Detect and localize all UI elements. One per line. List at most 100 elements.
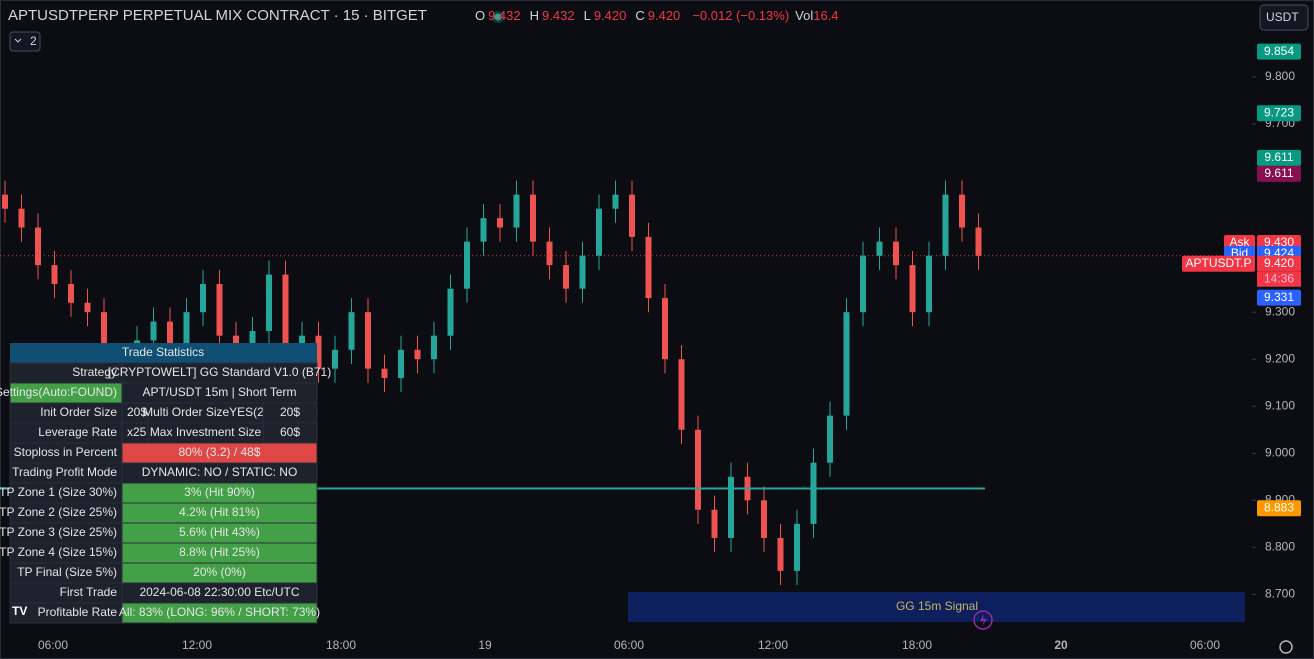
table-cell-text: 4.2% (Hit 81%) bbox=[179, 505, 260, 519]
table-cell-text: 5.6% (Hit 43%) bbox=[179, 525, 260, 539]
table-cell-text: TP Zone 2 (Size 25%) bbox=[0, 505, 117, 519]
table-cell-text: Leverage Rate bbox=[38, 425, 117, 439]
candle-body bbox=[101, 312, 107, 360]
x-tick-label: 06:00 bbox=[38, 638, 68, 652]
table-cell-text: Settings(Auto:FOUND) bbox=[0, 385, 117, 399]
table-cell-text: Trading Profit Mode bbox=[12, 465, 117, 479]
candle-body bbox=[447, 288, 454, 336]
price-badge bbox=[1257, 43, 1301, 60]
ohlc-key: H bbox=[529, 8, 540, 23]
candle-body bbox=[579, 255, 586, 289]
table-cell-text: 20$ bbox=[280, 405, 300, 419]
candle-body bbox=[282, 274, 289, 350]
y-tick-label: 9.300 bbox=[1265, 304, 1295, 318]
candle-body bbox=[563, 265, 569, 289]
currency-button[interactable] bbox=[1259, 4, 1309, 31]
candle-body bbox=[827, 415, 833, 463]
candle-body bbox=[315, 335, 322, 369]
ohlc-key: O bbox=[474, 8, 486, 23]
candle-body bbox=[629, 194, 635, 237]
table-cell-text: First Trade bbox=[60, 585, 118, 599]
ohlc-key: L bbox=[583, 8, 591, 23]
candle-body bbox=[497, 218, 503, 228]
candle-body bbox=[926, 255, 932, 313]
ohlc-value: 9.432 bbox=[488, 8, 521, 23]
candle-body bbox=[398, 349, 404, 379]
candle-body bbox=[348, 312, 355, 350]
candle-body bbox=[365, 312, 371, 369]
y-tick-label: 9.200 bbox=[1265, 351, 1295, 365]
candle-body bbox=[662, 298, 668, 360]
candle-body bbox=[513, 194, 520, 228]
table-cell-text: All: 83% (LONG: 96% / SHORT: 73%) bbox=[119, 605, 320, 619]
candle-body bbox=[200, 283, 206, 313]
countdown-badge bbox=[1257, 271, 1301, 287]
price-badge-label: 9.430 bbox=[1264, 235, 1294, 249]
candle-body bbox=[777, 537, 784, 571]
candle-body bbox=[150, 321, 157, 341]
ohlc-value: 9.432 bbox=[542, 8, 575, 23]
x-tick-label: 12:00 bbox=[758, 638, 788, 652]
table-title: Trade Statistics bbox=[122, 345, 204, 359]
y-tick-label: 9.100 bbox=[1265, 398, 1295, 412]
candle-body bbox=[2, 194, 8, 209]
table-cell-text: TP Zone 1 (Size 30%) bbox=[0, 485, 117, 499]
indicator-count: 2 bbox=[30, 34, 37, 48]
table-cell-text: 80% (3.2) / 48$ bbox=[178, 445, 260, 459]
table-cell-text: TP Zone 4 (Size 15%) bbox=[0, 545, 117, 559]
price-badge-label: 9.611 bbox=[1264, 166, 1293, 180]
table-cell-text: 20% (0%) bbox=[193, 565, 246, 579]
price-badge bbox=[1257, 255, 1301, 272]
candle-body bbox=[893, 241, 899, 266]
candle-body bbox=[414, 349, 421, 360]
price-badge bbox=[1257, 289, 1301, 306]
x-tick-label: 06:00 bbox=[1190, 638, 1220, 652]
price-badge-label: 9.854 bbox=[1264, 44, 1294, 58]
candle-body bbox=[794, 523, 800, 571]
table-cell-text: Stoploss in Percent bbox=[14, 445, 118, 459]
candle-body bbox=[18, 208, 25, 228]
candle-body bbox=[530, 194, 536, 242]
table-cell-text: Multi Order SizeYES(2) bbox=[143, 405, 268, 419]
ohlc-key: C bbox=[635, 8, 645, 23]
candle-body bbox=[876, 241, 883, 256]
vol-key: Vol bbox=[795, 8, 814, 23]
table-cell-text: DYNAMIC: NO / STATIC: NO bbox=[142, 465, 298, 479]
y-tick-label: 8.800 bbox=[1265, 540, 1295, 554]
alert-icon[interactable] bbox=[973, 610, 993, 630]
x-tick-label: 06:00 bbox=[614, 638, 644, 652]
candle-body bbox=[596, 208, 602, 256]
table-cell-text: TP Final (Size 5%) bbox=[17, 565, 117, 579]
x-tick-label: 18:00 bbox=[902, 638, 932, 652]
table-cell-text: Strategy bbox=[72, 365, 117, 379]
table-cell bbox=[121, 602, 318, 624]
candle-body bbox=[810, 462, 817, 524]
indicators-toggle[interactable] bbox=[9, 31, 41, 52]
candle-body bbox=[480, 218, 487, 242]
x-tick-label: 18:00 bbox=[326, 638, 356, 652]
candle-body bbox=[183, 312, 190, 350]
price-badge bbox=[1257, 149, 1301, 166]
chevron bbox=[14, 38, 22, 43]
price-badge-tag bbox=[1182, 255, 1255, 272]
ohlc: O 9.432 H 9.432 L 9.420 C 9.420 bbox=[475, 8, 686, 23]
table-cell-text: [CRYPTOWELT] GG Standard V1.0 (B71) bbox=[108, 365, 331, 379]
currency: USDT bbox=[1266, 10, 1299, 24]
candle-body bbox=[612, 194, 619, 209]
table-cell-text: TP Zone 3 (Size 25%) bbox=[0, 525, 117, 539]
candle-body bbox=[431, 335, 437, 360]
candle-body bbox=[266, 274, 272, 331]
candle-body bbox=[645, 236, 652, 299]
candle-body bbox=[975, 227, 982, 256]
candle-body bbox=[216, 283, 223, 336]
logo: TV bbox=[12, 604, 27, 618]
symbol-title: APTUSDTPERP PERPETUAL MIX CONTRACT · 15 … bbox=[8, 7, 427, 24]
price-badge bbox=[1257, 105, 1301, 122]
settings-icon[interactable] bbox=[1279, 640, 1293, 654]
price-badge-label: 9.331 bbox=[1264, 290, 1294, 304]
y-tick-label: 9.000 bbox=[1265, 445, 1295, 459]
table-cell-text: 2024-06-08 22:30:00 Etc/UTC bbox=[139, 585, 299, 599]
candle-body bbox=[464, 241, 470, 289]
